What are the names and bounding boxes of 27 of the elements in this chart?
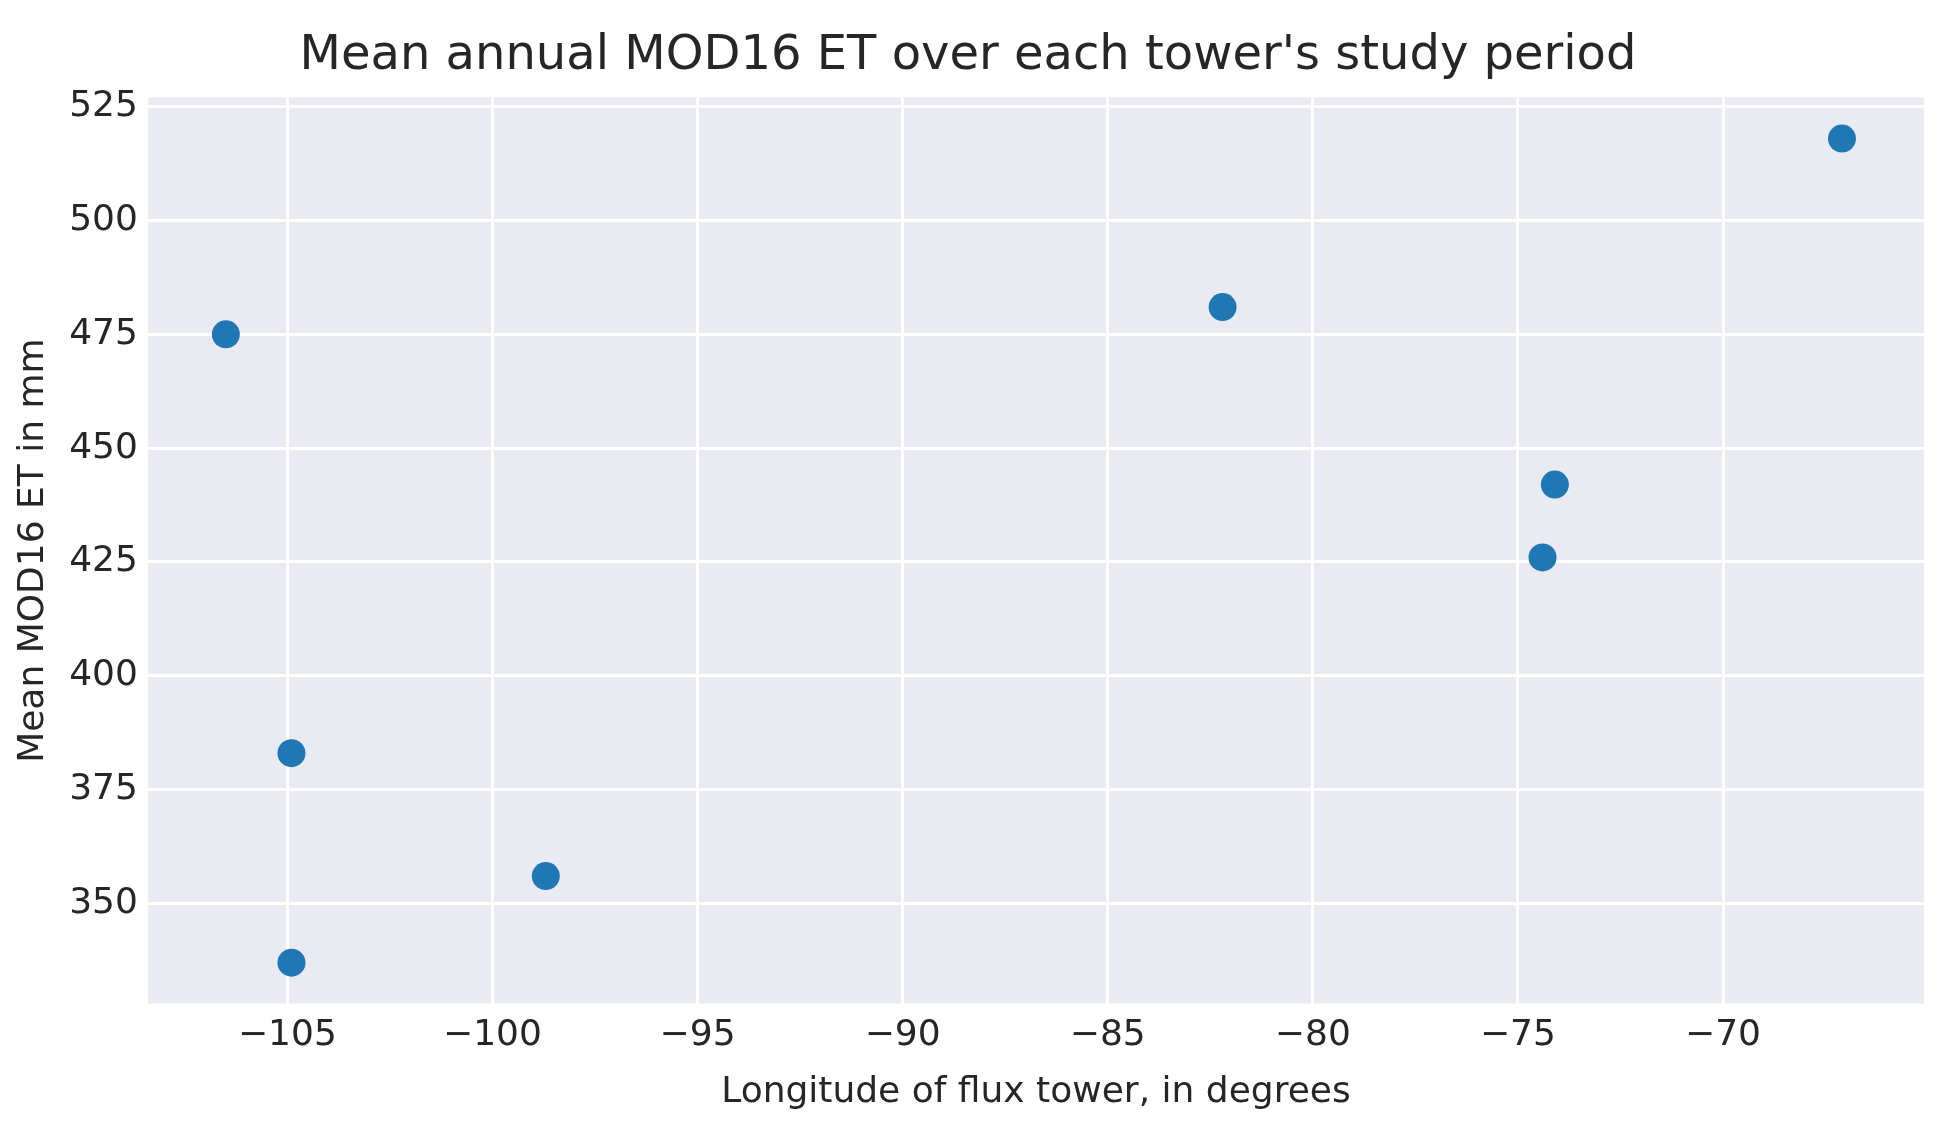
x-tick-label: −90 [864,1011,941,1053]
x-tick-label: −80 [1274,1011,1351,1053]
point [277,948,306,977]
point [531,862,560,891]
x-tick-label: −75 [1479,1011,1556,1053]
y-tick-label: 375 [69,765,138,807]
y-tick-label: 400 [69,652,138,694]
x-tick-label: −100 [443,1011,542,1053]
point [211,320,240,349]
y-tick-label: 475 [69,310,138,352]
y-axis-title: Mean MOD16 ET in mm [9,338,51,763]
point [1827,124,1856,153]
point [1208,293,1237,322]
y-tick-label: 425 [69,538,138,580]
point [1528,543,1557,572]
chart-title: Mean annual MOD16 ET over each tower's study period [299,24,1637,81]
x-tick-label: −85 [1069,1011,1146,1053]
x-axis-title: Longitude of flux tower, in degrees [721,1068,1351,1110]
y-tick-label: 525 [69,83,138,125]
x-tick-label: −70 [1685,1011,1761,1053]
y-tick-label: 350 [69,879,138,921]
y-tick-label: 450 [69,424,138,466]
point [1540,470,1569,499]
y-tick-label: 500 [69,196,138,238]
x-tick-label: −95 [659,1011,736,1053]
point [277,739,306,768]
x-tick-label: −105 [237,1011,337,1053]
